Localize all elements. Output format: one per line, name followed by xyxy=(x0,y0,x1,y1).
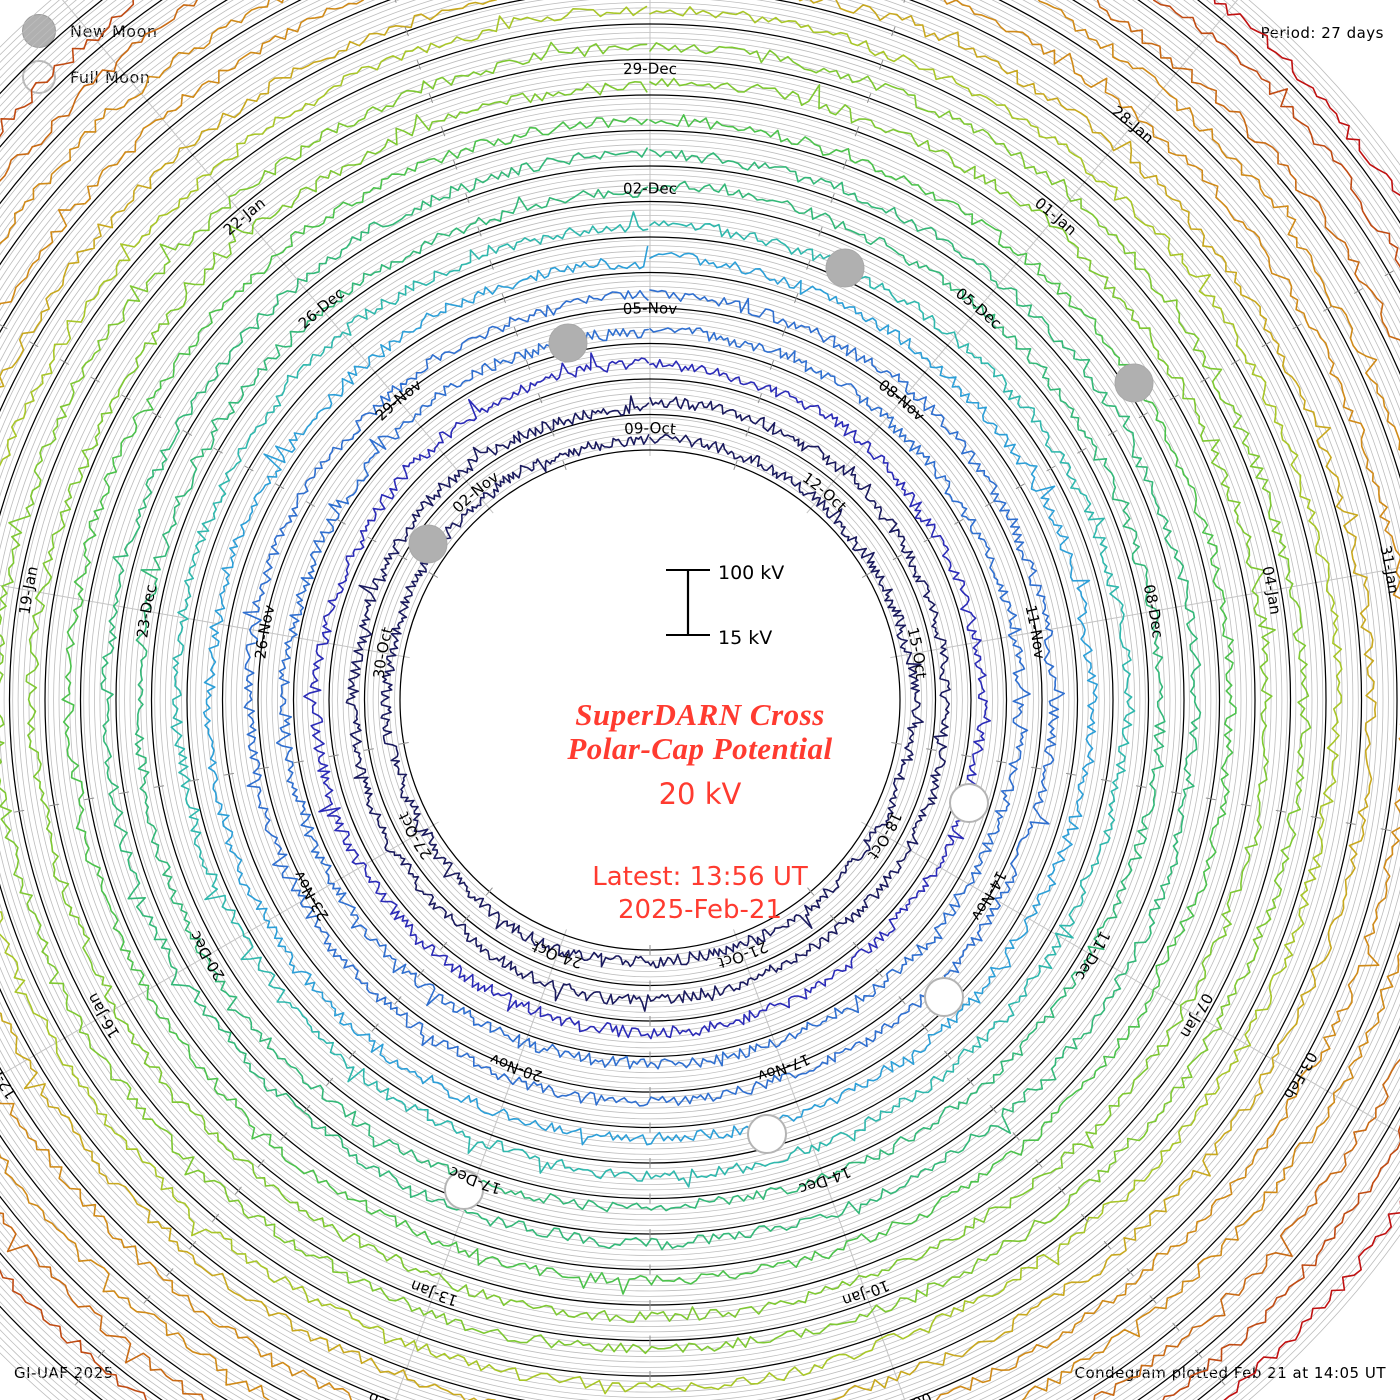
period-label: Period: 27 days xyxy=(1260,24,1384,42)
ring-date-label: 13-Jan xyxy=(408,1276,460,1310)
full-moon-marker xyxy=(444,1170,484,1210)
credit-label: GI-UAF 2025 xyxy=(14,1364,114,1382)
full-moon-marker xyxy=(747,1114,787,1154)
ring-date-label: 19-Jan xyxy=(15,565,41,616)
new-moon-marker xyxy=(548,323,588,363)
ring-date-label: 10-Jan xyxy=(840,1276,892,1310)
new-moon-marker xyxy=(825,248,865,288)
new-moon-marker xyxy=(408,524,448,564)
ring-date-label: 05-Nov xyxy=(622,299,678,318)
full-moon-marker xyxy=(949,783,989,823)
ring-date-label: 23-Nov xyxy=(290,868,333,924)
ring-date-label: 02-Dec xyxy=(623,179,678,198)
ring-date-label: 06-Feb xyxy=(880,1388,934,1400)
ring-date-label: 09-Oct xyxy=(623,419,676,438)
ring-date-label: 08-Nov xyxy=(875,376,928,425)
moon-marker-layer xyxy=(408,248,1154,1210)
ring-date-label: 11-Nov xyxy=(1021,603,1048,660)
new-moon-marker xyxy=(1114,363,1154,403)
ring-date-label: 04-Jan xyxy=(1258,565,1284,616)
scale-bar xyxy=(666,569,710,636)
ring-date-label: 29-Nov xyxy=(372,376,425,425)
full-moon-marker xyxy=(924,977,964,1017)
ring-date-label: 14-Dec xyxy=(797,1163,854,1198)
ring-date-label: 09-Feb xyxy=(366,1388,420,1400)
ring-date-label: 29-Dec xyxy=(623,60,678,79)
